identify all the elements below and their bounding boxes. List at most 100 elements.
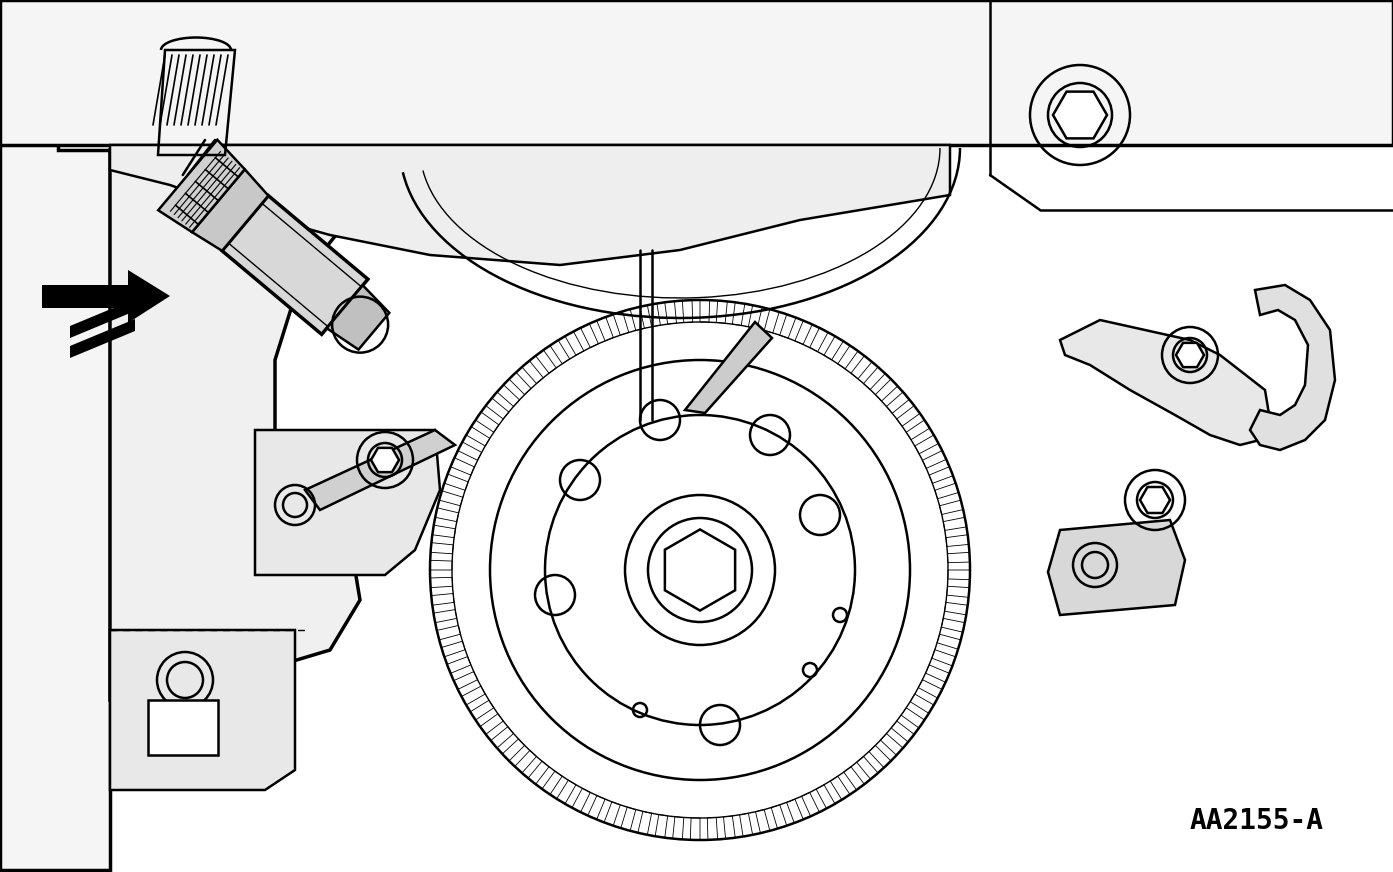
Polygon shape (772, 805, 787, 828)
Polygon shape (435, 508, 458, 521)
Polygon shape (844, 766, 865, 790)
Polygon shape (787, 799, 804, 823)
Polygon shape (1139, 487, 1170, 513)
Polygon shape (613, 311, 628, 335)
Polygon shape (430, 577, 453, 588)
Polygon shape (708, 817, 717, 840)
Polygon shape (475, 412, 499, 433)
Polygon shape (664, 301, 677, 324)
Polygon shape (497, 385, 520, 406)
Polygon shape (508, 372, 531, 395)
Polygon shape (433, 610, 457, 623)
Polygon shape (691, 818, 701, 840)
Polygon shape (809, 328, 827, 351)
Polygon shape (0, 0, 1393, 145)
Polygon shape (801, 793, 819, 816)
Polygon shape (432, 525, 456, 538)
Polygon shape (683, 300, 692, 323)
Polygon shape (110, 150, 390, 700)
Polygon shape (1053, 92, 1107, 139)
Polygon shape (566, 331, 584, 355)
Polygon shape (503, 739, 525, 761)
Polygon shape (70, 299, 135, 338)
Polygon shape (588, 795, 605, 820)
Polygon shape (486, 398, 508, 419)
Polygon shape (723, 816, 736, 839)
Polygon shape (1250, 285, 1334, 450)
Polygon shape (192, 169, 269, 251)
Polygon shape (110, 630, 295, 790)
Polygon shape (596, 317, 613, 341)
Polygon shape (550, 340, 570, 364)
Polygon shape (935, 483, 958, 499)
Polygon shape (458, 442, 482, 460)
Polygon shape (869, 746, 892, 767)
Polygon shape (830, 776, 850, 800)
Polygon shape (886, 392, 910, 413)
Polygon shape (110, 145, 950, 265)
Text: AA2155-A: AA2155-A (1190, 807, 1323, 835)
Polygon shape (444, 474, 468, 490)
Polygon shape (432, 594, 454, 605)
Polygon shape (925, 665, 950, 682)
Polygon shape (733, 303, 745, 325)
Polygon shape (255, 430, 440, 575)
Polygon shape (716, 301, 727, 324)
Polygon shape (305, 430, 456, 510)
Polygon shape (664, 529, 736, 610)
Polygon shape (454, 671, 478, 690)
Polygon shape (943, 517, 967, 530)
Polygon shape (148, 700, 217, 755)
Polygon shape (430, 561, 453, 570)
Polygon shape (901, 708, 925, 728)
Polygon shape (837, 345, 858, 369)
Polygon shape (638, 811, 652, 835)
Polygon shape (557, 780, 575, 804)
Polygon shape (910, 694, 933, 713)
Polygon shape (371, 448, 398, 472)
Polygon shape (648, 303, 660, 327)
Polygon shape (0, 0, 110, 870)
Polygon shape (932, 650, 956, 666)
Polygon shape (450, 458, 475, 475)
Polygon shape (944, 603, 968, 615)
Polygon shape (780, 314, 795, 338)
Polygon shape (159, 140, 245, 232)
Polygon shape (701, 300, 709, 322)
Polygon shape (939, 501, 963, 514)
Polygon shape (765, 310, 779, 333)
Polygon shape (946, 535, 968, 547)
Polygon shape (755, 809, 770, 833)
Polygon shape (439, 491, 462, 506)
Polygon shape (621, 807, 635, 831)
Polygon shape (573, 788, 591, 812)
Polygon shape (685, 322, 772, 413)
Polygon shape (655, 814, 667, 838)
Polygon shape (897, 405, 919, 426)
Polygon shape (892, 721, 914, 742)
Polygon shape (875, 379, 897, 401)
Polygon shape (437, 625, 461, 640)
Polygon shape (857, 756, 878, 780)
Polygon shape (918, 679, 942, 698)
Polygon shape (929, 467, 953, 483)
Polygon shape (947, 552, 970, 562)
Polygon shape (536, 350, 556, 373)
Polygon shape (907, 420, 929, 439)
Polygon shape (221, 195, 368, 334)
Polygon shape (922, 451, 946, 468)
Polygon shape (937, 634, 961, 650)
Polygon shape (942, 618, 965, 632)
Polygon shape (1060, 320, 1270, 445)
Polygon shape (795, 321, 812, 344)
Polygon shape (442, 641, 465, 657)
Polygon shape (515, 751, 536, 773)
Polygon shape (1048, 520, 1185, 615)
Polygon shape (880, 733, 903, 755)
Polygon shape (947, 570, 970, 580)
Polygon shape (542, 771, 563, 794)
Polygon shape (825, 337, 843, 360)
Polygon shape (816, 785, 834, 808)
Polygon shape (581, 324, 599, 348)
Polygon shape (630, 307, 645, 330)
